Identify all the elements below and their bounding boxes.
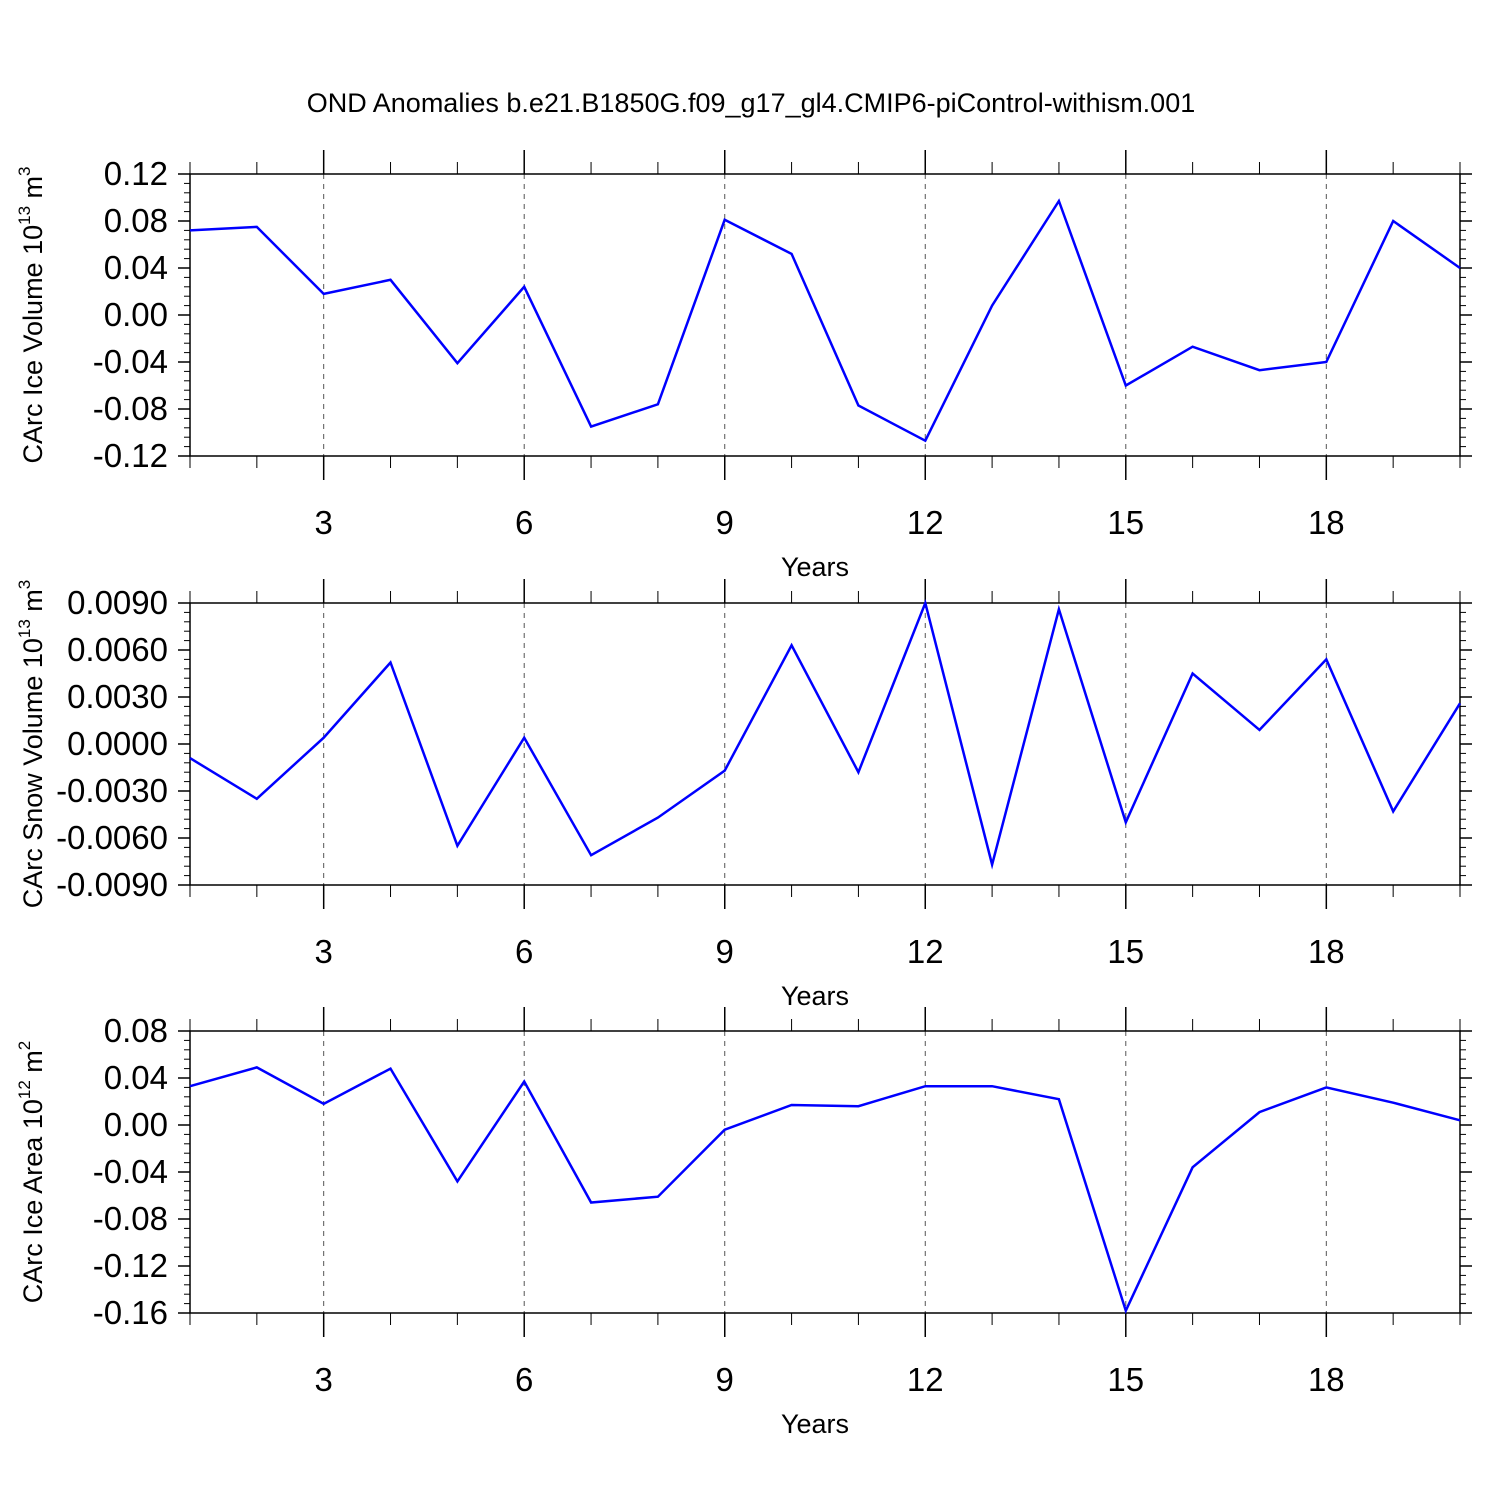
plot-frame xyxy=(189,1030,1461,1314)
chart-panel-2: -0.0090 -0.0060 -0.0030 0.0000 0.0030 0.0060 0… xyxy=(15,579,1472,1011)
y-tick-label: -0.08 xyxy=(93,1200,168,1237)
y-tick-label: 0.08 xyxy=(104,202,168,239)
y-tick-label: -0.12 xyxy=(93,437,168,474)
y-axis-title-exponent: 12 xyxy=(15,1080,34,1099)
y-tick-label: 0.00 xyxy=(104,296,168,333)
y-axis-title-unit: m xyxy=(18,176,48,206)
y-axis-title: CArc Ice Area 1012 m2 xyxy=(15,1041,48,1304)
plot-frame xyxy=(189,602,1461,886)
chart-panel-1: -0.12 -0.08 -0.04 0.00 0.04 0.08 0.12 3 6 9 12 15 18… xyxy=(15,150,1472,582)
x-tick-label: 3 xyxy=(315,1361,333,1398)
x-tick-label: 9 xyxy=(716,933,734,970)
x-tick-label: 18 xyxy=(1308,933,1345,970)
x-tick-label: 18 xyxy=(1308,504,1345,541)
y-tick-label: -0.0030 xyxy=(56,772,168,809)
y-axis-title: CArc Snow Volume 1013 m3 xyxy=(15,580,48,909)
y-axis-title-text: CArc Ice Volume 10 xyxy=(18,225,48,464)
x-axis-title: Years xyxy=(781,552,849,582)
y-axis-title-text: CArc Ice Area 10 xyxy=(18,1099,48,1303)
series-line-1 xyxy=(189,598,1462,870)
x-tick-label: 12 xyxy=(907,933,944,970)
x-tick-label: 12 xyxy=(907,1361,944,1398)
chart-panel-3: -0.16 -0.12 -0.08 -0.04 0.00 0.04 0.08 3 6 9 12 15 1… xyxy=(15,1007,1472,1439)
chart-title: OND Anomalies b.e21.B1850G.f09_g17_gl4.C… xyxy=(307,88,1195,118)
y-tick-label: -0.08 xyxy=(93,390,168,427)
y-axis-title: CArc Ice Volume 1013 m3 xyxy=(15,166,48,463)
y-tick-label: 0.04 xyxy=(104,1059,168,1096)
y-axis-title-unit-exponent: 3 xyxy=(15,580,34,589)
series-line-1 xyxy=(189,198,1461,443)
x-axis-title: Years xyxy=(781,1409,849,1439)
y-tick-label: -0.12 xyxy=(93,1247,168,1284)
x-tick-label: 9 xyxy=(716,504,734,541)
y-tick-label: -0.0060 xyxy=(56,819,168,856)
y-tick-label: -0.16 xyxy=(93,1294,168,1331)
y-axis-title-text: CArc Snow Volume 10 xyxy=(18,638,48,908)
y-axis-title-unit-exponent: 2 xyxy=(15,1041,34,1050)
y-tick-label: 0.0090 xyxy=(67,584,168,621)
x-tick-label: 15 xyxy=(1107,1361,1144,1398)
y-tick-label: -0.0090 xyxy=(56,866,168,903)
series-line-1 xyxy=(189,1066,1461,1315)
x-tick-label: 6 xyxy=(515,504,533,541)
x-tick-label: 12 xyxy=(907,504,944,541)
x-axis-title: Years xyxy=(781,981,849,1011)
y-axis-title-unit: m xyxy=(18,589,48,619)
y-tick-label: 0.0030 xyxy=(67,678,168,715)
panels-container: -0.12 -0.08 -0.04 0.00 0.04 0.08 0.12 3 6 9 12 15 18… xyxy=(15,150,1472,1439)
y-axis-title-exponent: 13 xyxy=(15,619,34,638)
x-tick-label: 15 xyxy=(1107,933,1144,970)
y-axis-title-unit-exponent: 3 xyxy=(15,166,34,175)
y-tick-label: 0.00 xyxy=(104,1106,168,1143)
y-tick-label: 0.0000 xyxy=(67,725,168,762)
x-tick-label: 18 xyxy=(1308,1361,1345,1398)
y-tick-label: 0.04 xyxy=(104,249,168,286)
y-tick-label: -0.04 xyxy=(93,1153,168,1190)
y-axis-title-unit: m xyxy=(18,1050,48,1080)
x-tick-label: 6 xyxy=(515,933,533,970)
y-tick-label: -0.04 xyxy=(93,343,168,380)
y-tick-label: 0.08 xyxy=(104,1012,168,1049)
x-tick-label: 9 xyxy=(716,1361,734,1398)
plot-frame xyxy=(189,173,1461,457)
x-tick-label: 3 xyxy=(315,504,333,541)
y-axis-title-exponent: 13 xyxy=(15,206,34,225)
y-tick-label: 0.0060 xyxy=(67,631,168,668)
x-tick-label: 6 xyxy=(515,1361,533,1398)
y-tick-label: 0.12 xyxy=(104,155,168,192)
x-tick-label: 3 xyxy=(315,933,333,970)
x-tick-label: 15 xyxy=(1107,504,1144,541)
